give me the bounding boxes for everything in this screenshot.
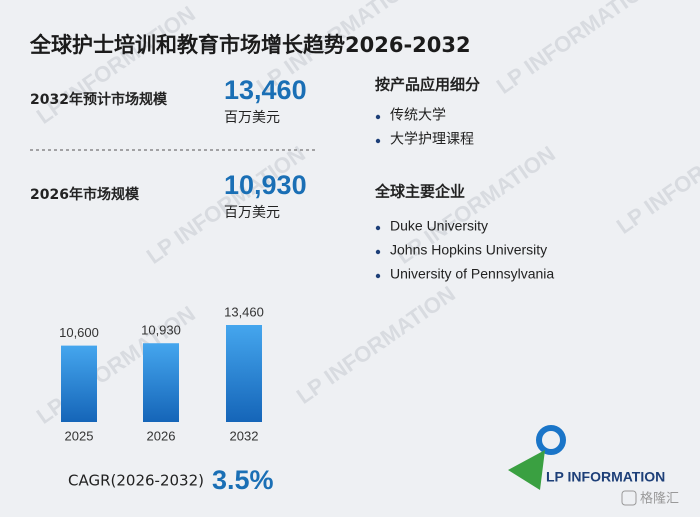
section-item: 大学护理课程 [390,131,474,147]
stat-label: 2026年市场规模 [30,186,140,203]
section-item: 传统大学 [390,107,446,123]
value-label: 10,930 [141,323,181,338]
bullet [375,138,381,144]
x-tick-label: 2026 [147,428,176,443]
value-label: 10,600 [59,325,99,340]
logo-text: LP INFORMATION [546,469,665,485]
logo-swoosh [508,450,545,490]
logo-ring [536,425,566,455]
bullet [375,273,381,279]
section-item: University of Pennsylvania [390,266,554,282]
stats: 2032年预计市场规模 13,460 百万美元 2026年市场规模 10,930 百万美元 [30,75,307,221]
stat-value: 13,460 [224,75,307,105]
stat-unit: 百万美元 [224,110,280,126]
bullet [375,249,381,255]
section-item: Johns Hopkins University [390,242,547,258]
cagr-value: 3.5% [212,465,274,495]
source-mark: 格隆汇 [640,491,679,507]
bar [61,345,97,422]
bar [226,325,262,422]
x-tick-label: 2032 [230,428,259,443]
bullet [375,114,381,120]
section-item: Duke University [390,218,488,234]
section-heading: 按产品应用细分 [375,76,480,94]
stat-label: 2032年预计市场规模 [30,91,168,108]
stat-unit: 百万美元 [224,205,280,221]
stat-value: 10,930 [224,170,307,200]
source-icon [621,490,637,506]
title: 全球护士培训和教育市场增长趋势2026-2032 [29,33,471,57]
bar [143,343,179,422]
value-label: 13,460 [224,304,264,319]
bar-chart: 10,600 2025 10,930 2026 13,460 2032 [59,304,264,443]
logo-icon [508,425,566,490]
cagr-label: CAGR(2026-2032) [68,472,204,490]
section-heading: 全球主要企业 [374,183,465,201]
x-tick-label: 2025 [65,428,94,443]
bullet [375,225,381,231]
